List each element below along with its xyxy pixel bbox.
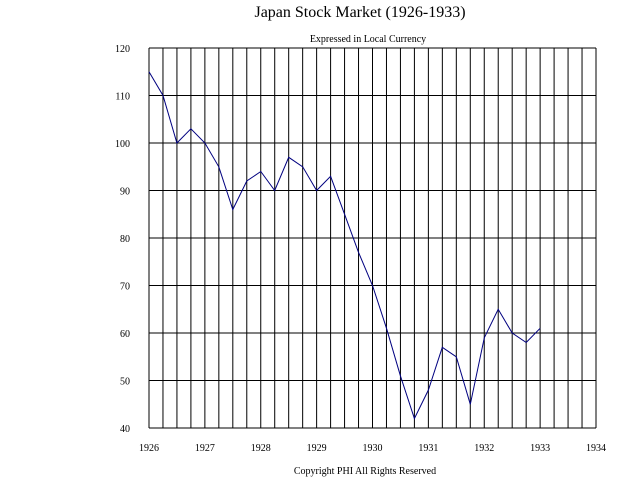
x-tick-label: 1932	[474, 443, 494, 454]
y-tick-label: 80	[120, 234, 130, 245]
y-axis-tick-labels: 40 50 60 70 80 90 100 110 120	[115, 44, 130, 435]
y-tick-label: 100	[115, 139, 130, 150]
y-tick-label: 110	[115, 92, 130, 103]
x-tick-label: 1931	[418, 443, 438, 454]
x-tick-label: 1929	[307, 443, 327, 454]
y-tick-label: 120	[115, 44, 130, 55]
x-tick-label: 1926	[139, 443, 159, 454]
y-tick-label: 70	[120, 282, 130, 293]
x-tick-label: 1930	[363, 443, 383, 454]
y-tick-label: 50	[120, 377, 130, 388]
copyright-footer: Copyright PHI All Rights Reserved	[294, 466, 436, 477]
x-tick-label: 1928	[251, 443, 271, 454]
chart-title: Japan Stock Market (1926-1933)	[254, 4, 465, 21]
chart-subtitle: Expressed in Local Currency	[310, 34, 426, 45]
series-line	[148, 71, 541, 420]
y-tick-label: 40	[120, 424, 130, 435]
x-tick-label: 1933	[530, 443, 550, 454]
x-axis-tick-labels: 1926 1927 1928 1929 1930 1931 1932 1933 1934	[139, 443, 606, 454]
y-tick-label: 90	[120, 187, 130, 198]
y-tick-label: 60	[120, 329, 130, 340]
x-tick-label: 1927	[195, 443, 215, 454]
x-tick-label: 1934	[586, 443, 606, 454]
